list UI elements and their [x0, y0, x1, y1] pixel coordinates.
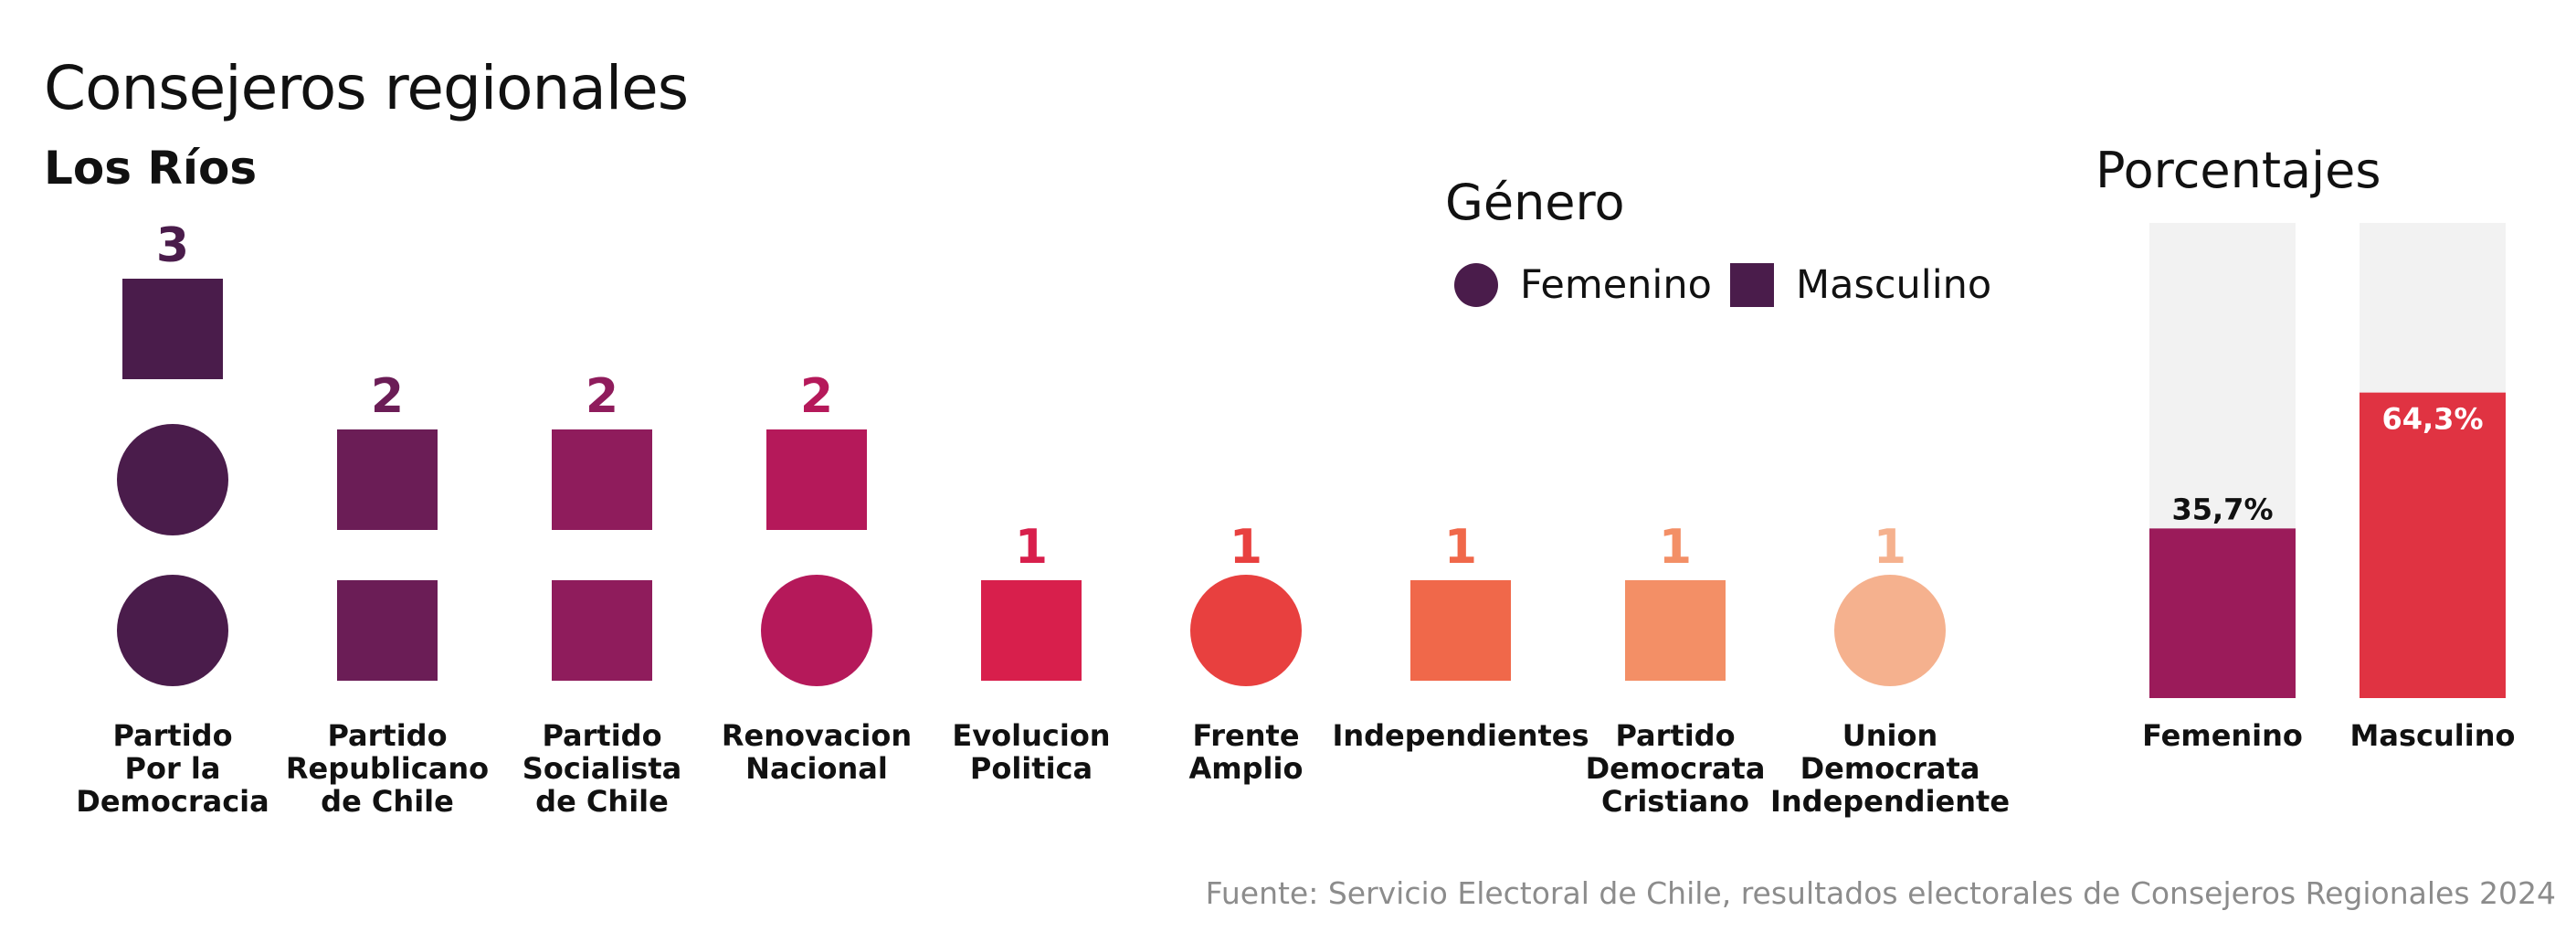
percent-value-label-0: 35,7% [2171, 492, 2273, 526]
party-label-8-0: Union [1842, 718, 1938, 753]
party-label-3-1: Nacional [745, 751, 888, 786]
chart-title: Consejeros regionales [44, 53, 689, 123]
party-label-7-1: Democrata [1586, 751, 1766, 786]
party-label-6-0: Independientes [1332, 718, 1589, 753]
unit-square-2-1 [552, 429, 652, 530]
party-label-0-2: Democracia [76, 784, 269, 819]
percent-category-label-0: Femenino [2142, 718, 2303, 753]
legend-label-femenino: Femenino [1520, 262, 1712, 308]
percent-panel-title: Porcentajes [2096, 142, 2381, 199]
unit-circle-0-0 [117, 575, 228, 686]
unit-square-7-0 [1625, 580, 1726, 681]
unit-square-4-0 [981, 580, 1082, 681]
percent-bar-1 [2360, 392, 2506, 698]
party-total-label-1: 2 [371, 369, 404, 424]
party-total-label-7: 1 [1659, 520, 1692, 575]
unit-square-1-0 [337, 580, 438, 681]
party-label-7-2: Cristiano [1601, 784, 1749, 819]
legend-item-femenino: Femenino [1454, 258, 1712, 312]
party-label-1-1: Republicano [286, 751, 489, 786]
party-label-4-0: Evolucion [952, 718, 1110, 753]
party-label-7-0: Partido [1615, 718, 1735, 753]
party-total-label-5: 1 [1230, 520, 1262, 575]
party-total-label-3: 2 [800, 369, 833, 424]
party-label-1-0: Partido [327, 718, 447, 753]
party-label-0-1: Por la [125, 751, 221, 786]
legend-title: Género [1445, 174, 1625, 231]
party-total-label-6: 1 [1444, 520, 1477, 575]
party-total-label-0: 3 [156, 218, 189, 273]
party-label-8-2: Independiente [1770, 784, 2010, 819]
unit-circle-0-1 [117, 424, 228, 535]
unit-square-6-0 [1410, 580, 1511, 681]
unit-circle-5-0 [1190, 575, 1302, 686]
party-total-label-4: 1 [1015, 520, 1048, 575]
party-label-8-1: Democrata [1800, 751, 1980, 786]
party-label-0-0: Partido [112, 718, 232, 753]
party-total-label-8: 1 [1874, 520, 1906, 575]
party-label-2-1: Socialista [523, 751, 681, 786]
party-label-2-2: de Chile [535, 784, 669, 819]
party-total-label-2: 2 [586, 369, 618, 424]
legend-item-masculino: Masculino [1730, 258, 1991, 312]
percent-category-label-1: Masculino [2350, 718, 2516, 753]
unit-square-0-2 [122, 279, 223, 379]
percent-value-label-1: 64,3% [2381, 402, 2483, 437]
party-label-1-2: de Chile [321, 784, 454, 819]
party-label-4-1: Politica [970, 751, 1093, 786]
unit-square-1-1 [337, 429, 438, 530]
source-note: Fuente: Servicio Electoral de Chile, res… [1205, 875, 2556, 911]
party-label-2-0: Partido [542, 718, 661, 753]
unit-circle-8-0 [1834, 575, 1946, 686]
party-label-3-0: Renovacion [722, 718, 912, 753]
unit-square-3-1 [766, 429, 867, 530]
unit-circle-3-0 [761, 575, 872, 686]
party-label-5-0: Frente [1192, 718, 1299, 753]
legend-circle-icon [1454, 263, 1498, 307]
legend-label-masculino: Masculino [1796, 262, 1992, 308]
legend-square-icon [1730, 263, 1774, 307]
percent-bar-0 [2149, 528, 2296, 698]
party-label-5-1: Amplio [1189, 751, 1304, 786]
chart-subtitle: Los Ríos [44, 142, 258, 195]
unit-square-2-0 [552, 580, 652, 681]
